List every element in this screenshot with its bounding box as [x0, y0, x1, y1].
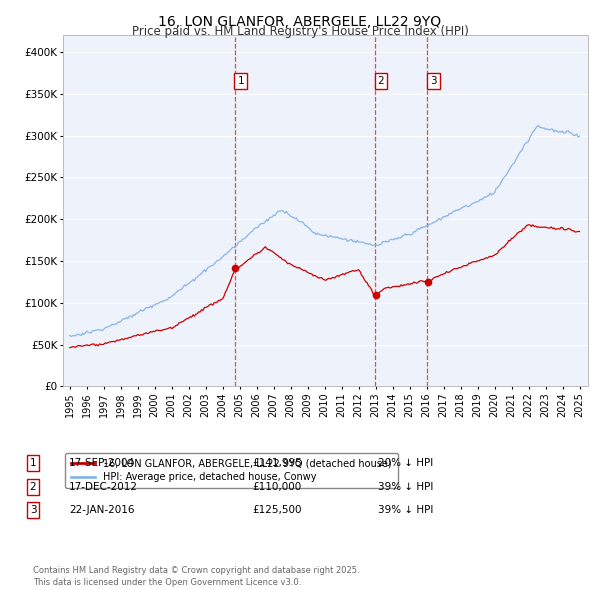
Text: Price paid vs. HM Land Registry's House Price Index (HPI): Price paid vs. HM Land Registry's House … [131, 25, 469, 38]
Text: 2: 2 [377, 76, 384, 86]
Text: 16, LON GLANFOR, ABERGELE, LL22 9YQ: 16, LON GLANFOR, ABERGELE, LL22 9YQ [158, 15, 442, 29]
Text: 20% ↓ HPI: 20% ↓ HPI [378, 458, 433, 468]
Text: 1: 1 [29, 458, 37, 468]
Text: 39% ↓ HPI: 39% ↓ HPI [378, 482, 433, 491]
Text: £141,995: £141,995 [252, 458, 302, 468]
Text: £110,000: £110,000 [252, 482, 301, 491]
Text: 3: 3 [430, 76, 437, 86]
Text: Contains HM Land Registry data © Crown copyright and database right 2025.
This d: Contains HM Land Registry data © Crown c… [33, 566, 359, 587]
Text: 2: 2 [29, 482, 37, 491]
Text: 22-JAN-2016: 22-JAN-2016 [69, 506, 134, 515]
Legend: 16, LON GLANFOR, ABERGELE, LL22 9YQ (detached house), HPI: Average price, detach: 16, LON GLANFOR, ABERGELE, LL22 9YQ (det… [65, 453, 398, 489]
Text: 17-SEP-2004: 17-SEP-2004 [69, 458, 135, 468]
Text: 1: 1 [238, 76, 244, 86]
Text: 39% ↓ HPI: 39% ↓ HPI [378, 506, 433, 515]
Text: 3: 3 [29, 506, 37, 515]
Text: 17-DEC-2012: 17-DEC-2012 [69, 482, 138, 491]
Text: £125,500: £125,500 [252, 506, 302, 515]
